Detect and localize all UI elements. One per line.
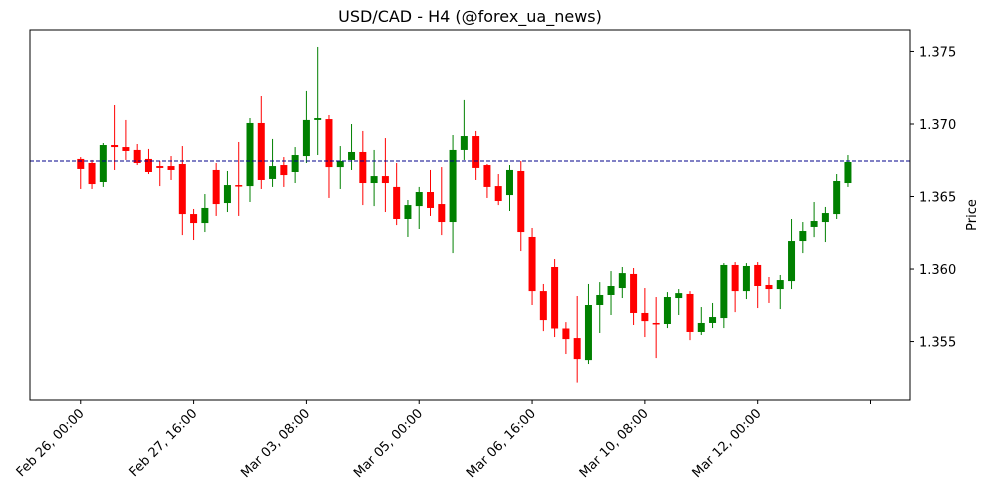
candle-body-up: [697, 322, 705, 332]
candle-body-up: [348, 151, 356, 160]
candle-body-up: [302, 119, 310, 157]
candle-body-up: [415, 192, 423, 207]
candle-body-up: [844, 161, 852, 184]
y-tick-label: 1.365: [919, 191, 956, 206]
candle-body-up: [99, 145, 107, 183]
y-tick-label: 1.375: [919, 45, 956, 60]
candle-body-down: [494, 186, 502, 202]
candle-body-down: [483, 165, 491, 187]
candle-body-down: [686, 293, 694, 332]
candle-body-down: [562, 328, 570, 340]
candle-body-down: [517, 170, 525, 233]
candle-body-up: [460, 136, 468, 150]
candle-body-up: [720, 264, 728, 319]
candle-body-down: [539, 291, 547, 321]
candle-body-down: [235, 185, 243, 187]
x-tick-label: Mar 12, 00:00: [690, 406, 765, 481]
candle-body-down: [573, 338, 581, 360]
candle-body-up: [336, 160, 344, 168]
candle-body-up: [584, 304, 592, 361]
x-axis: Feb 26, 00:00 Feb 27, 16:00 Mar 03, 08:00 M…: [14, 400, 872, 481]
candle-body-down: [630, 273, 638, 313]
candle-body-up: [799, 231, 807, 242]
candle-body-down: [122, 147, 130, 151]
candle-body-up: [709, 317, 717, 323]
candle-body-up: [821, 213, 829, 223]
y-tick-label: 1.355: [919, 336, 956, 351]
candle-body-down: [652, 322, 660, 325]
candle-body-down: [472, 136, 480, 168]
candle-body-down: [257, 122, 265, 180]
x-tick-label: Mar 03, 08:00: [238, 406, 313, 481]
candle-body-up: [404, 205, 412, 219]
candle-body-up: [742, 265, 750, 292]
candle-body-down: [641, 312, 649, 322]
x-tick-label: Mar 05, 00:00: [351, 406, 426, 481]
candle-body-down: [551, 266, 559, 329]
candle-body-down: [111, 145, 119, 148]
candle-body-down: [156, 166, 164, 168]
candle-body-up: [675, 293, 683, 299]
candle-body-up: [269, 166, 277, 179]
candle-body-down: [765, 284, 773, 290]
candle-body-up: [370, 176, 378, 184]
candle-body-up: [291, 155, 299, 172]
x-tick-label: Feb 26, 00:00: [14, 406, 88, 480]
plot-frame: [29, 29, 911, 401]
x-tick-label: Mar 06, 16:00: [464, 406, 539, 481]
candle-body-down: [427, 192, 435, 208]
y-axis-label: Price: [965, 199, 980, 231]
x-tick-label: Feb 27, 16:00: [127, 406, 201, 480]
candle-body-down: [178, 164, 186, 215]
candle-body-down: [212, 169, 220, 205]
candle-body-down: [190, 214, 198, 224]
candle-body-down: [731, 264, 739, 292]
candle-body-up: [314, 118, 322, 120]
candle-body-down: [393, 186, 401, 219]
x-tick-label: Mar 10, 08:00: [577, 406, 652, 481]
candle-body-up: [618, 273, 626, 289]
candle-body-up: [246, 122, 254, 187]
candle-body-down: [359, 151, 367, 184]
y-tick-label: 1.360: [919, 263, 956, 278]
candle-body-up: [201, 207, 209, 224]
candles-group: [77, 46, 852, 383]
candle-body-down: [88, 163, 96, 185]
candle-body-down: [167, 166, 175, 170]
candle-body-down: [144, 158, 152, 172]
candle-body-up: [663, 297, 671, 324]
chart-title: USD/CAD - H4 (@forex_ua_news): [338, 7, 602, 27]
candle-body-up: [449, 149, 457, 223]
candle-body-down: [77, 158, 85, 169]
candle-body-down: [133, 149, 141, 164]
y-axis: 1.355 1.360 1.365 1.370 1.375: [910, 45, 956, 351]
candle-body-up: [505, 169, 513, 196]
candle-body-up: [596, 294, 604, 305]
candle-body-down: [325, 119, 333, 168]
candle-body-up: [607, 285, 615, 295]
candle-body-down: [280, 165, 288, 176]
y-tick-label: 1.370: [919, 118, 956, 133]
candle-body-up: [776, 280, 784, 290]
candle-body-up: [833, 180, 841, 215]
candle-body-down: [438, 204, 446, 223]
candle-body-up: [810, 221, 818, 227]
candle-body-down: [381, 176, 389, 184]
candle-body-down: [528, 236, 536, 292]
candle-body-up: [788, 241, 796, 282]
candle-body-down: [754, 264, 762, 286]
candle-body-up: [223, 185, 231, 204]
